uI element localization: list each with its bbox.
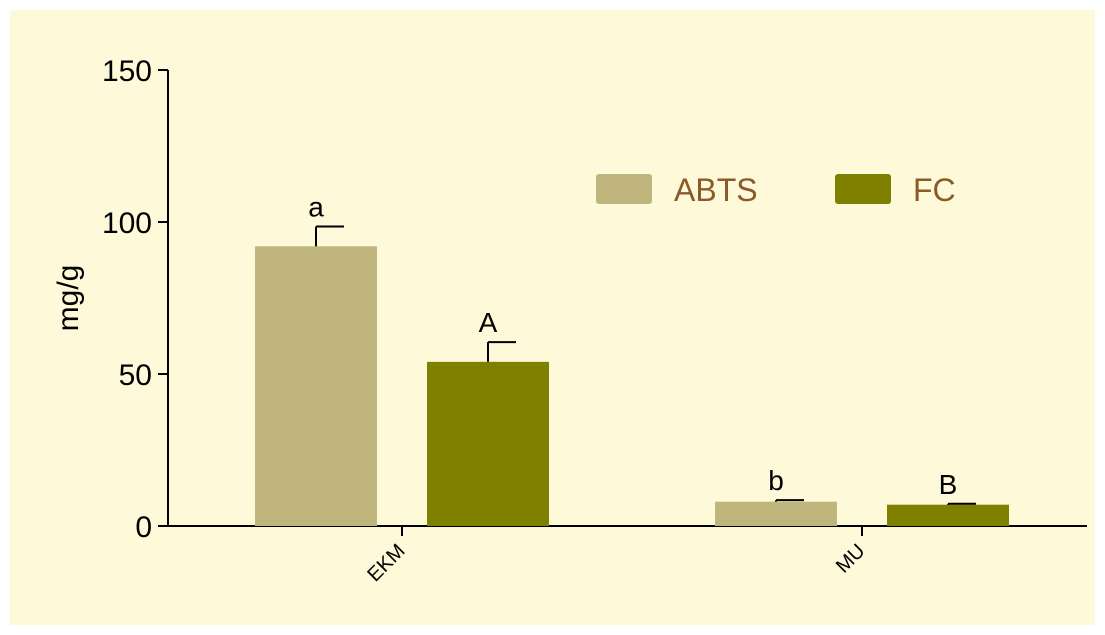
y-axis: 0 50 100 150 bbox=[102, 55, 169, 544]
legend-swatch bbox=[835, 174, 891, 204]
y-tick-label: 150 bbox=[102, 55, 152, 88]
y-axis-label: mg/g bbox=[52, 265, 85, 332]
x-axis: EKM MU bbox=[168, 525, 1087, 586]
bar bbox=[715, 501, 837, 526]
x-tick-label: EKM bbox=[363, 540, 409, 586]
legend-label: ABTS bbox=[674, 172, 758, 208]
significance-label: A bbox=[479, 307, 498, 338]
significance-label: b bbox=[768, 465, 784, 496]
x-tick-label: MU bbox=[832, 540, 870, 578]
bar bbox=[255, 246, 377, 526]
legend: ABTS FC bbox=[596, 172, 956, 208]
y-tick-label: 0 bbox=[135, 511, 152, 544]
bar bbox=[887, 504, 1009, 526]
significance-label: a bbox=[308, 192, 324, 223]
bars: a Ab B bbox=[255, 192, 1009, 526]
significance-label: B bbox=[939, 469, 958, 500]
legend-swatch bbox=[596, 174, 652, 204]
y-tick-label: 100 bbox=[102, 207, 152, 240]
legend-label: FC bbox=[913, 172, 956, 208]
y-tick-label: 50 bbox=[119, 359, 152, 392]
bar bbox=[427, 361, 549, 526]
